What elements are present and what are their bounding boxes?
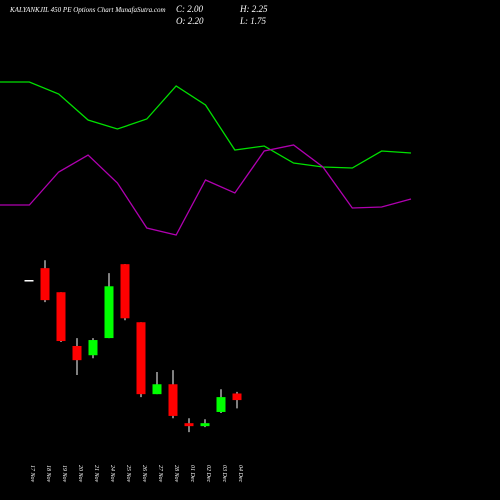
candle-body: [104, 286, 114, 339]
info-close: C: 2.00: [176, 4, 204, 14]
x-tick-label: 04 Dec: [237, 465, 244, 482]
x-tick-label: 02 Dec: [205, 465, 211, 482]
x-tick-label: 20 Nov: [77, 465, 83, 483]
info-low: L: 1.75: [239, 16, 267, 26]
x-tick-label: 18 Nov: [45, 465, 51, 483]
candle-body: [136, 322, 146, 395]
info-high: H: 2.25: [239, 4, 268, 14]
candle-body: [232, 393, 242, 401]
x-tick-label: 03 Dec: [221, 465, 227, 482]
candle-body: [24, 280, 34, 282]
candle-body: [72, 345, 82, 361]
candle-body: [120, 264, 130, 319]
line-series: [0, 144, 412, 236]
line-series: [0, 81, 412, 169]
x-tick-label: 01 Dec: [189, 465, 195, 482]
candle-body: [40, 268, 50, 301]
candle-body: [168, 384, 178, 416]
x-tick-label: 25 Nov: [125, 465, 131, 483]
x-tick-label: 21 Nov: [93, 465, 99, 483]
x-tick-label: 24 Nov: [109, 465, 116, 483]
x-tick-label: 28 Nov: [173, 465, 179, 483]
x-tick-label: 17 Nov: [29, 465, 35, 483]
candle-body: [56, 292, 66, 342]
candle-body: [152, 384, 162, 395]
x-tick-label: 27 Nov: [157, 465, 163, 483]
info-open: O: 2.20: [176, 16, 204, 26]
candle-body: [184, 423, 194, 427]
candle-body: [200, 423, 210, 427]
chart-title: KALYANKJIL 450 PE Options Chart MunafaSu…: [9, 6, 166, 14]
x-tick-label: 26 Nov: [141, 465, 147, 483]
candle-body: [88, 340, 98, 356]
x-tick-label: 19 Nov: [61, 465, 67, 483]
candle-body: [216, 397, 226, 412]
